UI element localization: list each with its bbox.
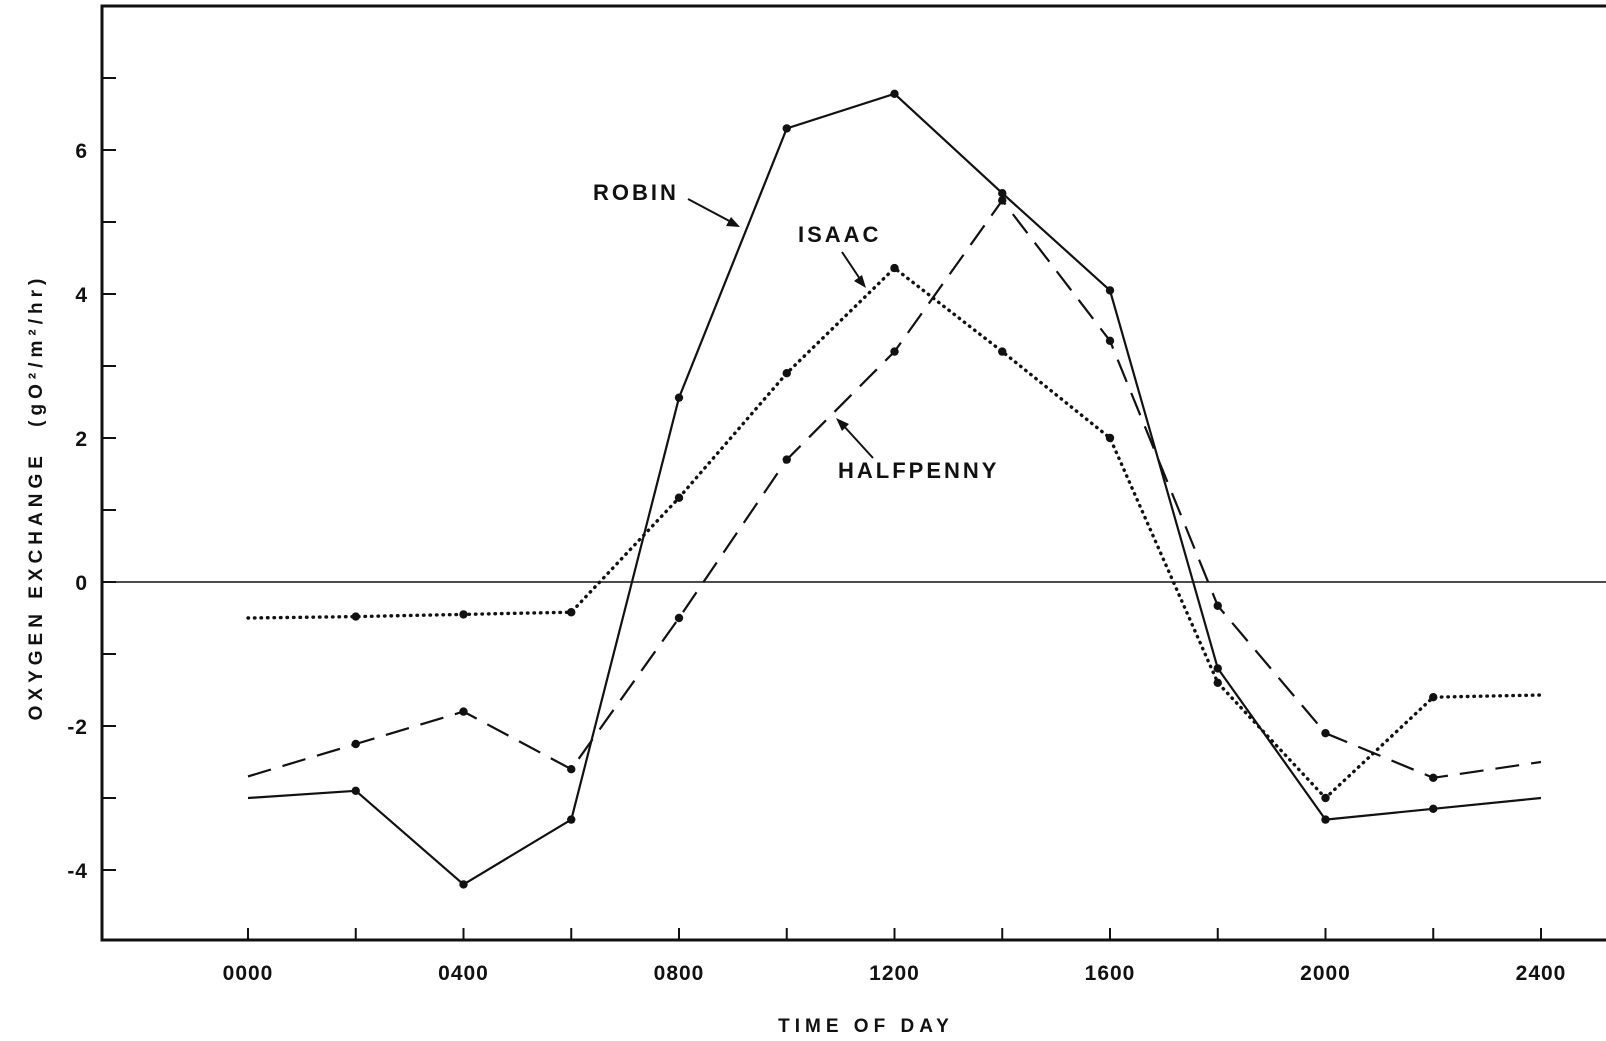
data-point [1105, 336, 1115, 345]
y-tick-label: 0 [75, 572, 88, 595]
series-label-robin: ROBIN [593, 180, 679, 205]
data-point [782, 124, 791, 133]
x-tick-label: 2000 [1300, 962, 1351, 985]
svg-text:OXYGEN EXCHANGE (gO²/m²/: OXYGEN EXCHANGE (gO²/m²/hr) [26, 274, 47, 721]
plot-frame [100, 4, 1606, 942]
y-tick-label: -2 [67, 716, 88, 739]
data-point [890, 263, 899, 273]
data-point [674, 613, 684, 623]
arrowhead-halfpenny [836, 418, 849, 431]
data-point [1105, 286, 1115, 295]
data-point [674, 493, 684, 502]
data-point [351, 612, 360, 621]
y-axis-title: OXYGEN EXCHANGE [26, 451, 47, 720]
arrow-robin [687, 198, 736, 225]
data-point [890, 89, 899, 99]
series-line-robin [247, 92, 1542, 886]
y-tick-label: 2 [75, 428, 88, 451]
data-point [890, 347, 899, 356]
y-axis-title-group: OXYGEN EXCHANGE (gO²/m²/hr) [26, 274, 47, 721]
plot-border [100, 4, 1606, 942]
x-axis-tick-labels: 0000 0400 0800 1200 1600 2000 2400 [223, 962, 1567, 985]
data-point [1213, 678, 1222, 687]
data-point [351, 739, 360, 749]
x-tick-label: 0400 [438, 962, 489, 985]
data-point [782, 455, 791, 464]
y-axis-units: (gO²/m²/hr) [26, 274, 47, 427]
y-tick-label: 4 [75, 284, 88, 307]
data-point [998, 189, 1007, 198]
data-point [567, 765, 576, 774]
x-axis-title: TIME OF DAY [778, 1016, 954, 1037]
series-isaac [246, 263, 1543, 803]
arrowhead-robin [726, 217, 740, 227]
data-point [1213, 601, 1222, 610]
data-point [1429, 693, 1438, 702]
series-layer [246, 89, 1543, 889]
series-halfpenny [247, 196, 1542, 783]
arrow-isaac [841, 251, 863, 283]
data-point [998, 196, 1007, 205]
data-point [674, 393, 684, 402]
x-axis-ticks [247, 928, 1542, 940]
series-label-halfpenny: HALFPENNY [838, 458, 999, 483]
data-point [1321, 793, 1330, 803]
x-tick-label: 0000 [223, 962, 274, 985]
series-label-isaac: ISAAC [798, 222, 881, 247]
data-point [459, 610, 468, 619]
data-point [998, 347, 1007, 356]
series-line-halfpenny [247, 199, 1542, 779]
y-axis-ticks [102, 77, 116, 871]
arrowhead-isaac [854, 275, 866, 288]
data-point [1429, 773, 1438, 783]
series-annotations: ROBIN ISAAC HALFPENNY [593, 180, 999, 483]
x-tick-label: 1200 [869, 962, 920, 985]
data-point [351, 786, 360, 795]
data-point [1213, 664, 1222, 673]
series-robin [247, 89, 1542, 889]
data-point [1321, 815, 1330, 824]
x-tick-label: 2400 [1516, 962, 1567, 985]
x-tick-label: 0800 [654, 962, 705, 985]
x-tick-label: 1600 [1085, 962, 1136, 985]
data-point [1321, 729, 1330, 738]
data-point [1429, 804, 1438, 813]
y-tick-label: 6 [75, 140, 88, 163]
data-point [567, 815, 576, 824]
data-point [567, 608, 576, 617]
y-axis-tick-labels: 6 4 2 0 -2 -4 [67, 140, 88, 883]
data-point [782, 369, 791, 378]
arrow-halfpenny [841, 423, 874, 459]
data-point [1105, 433, 1115, 443]
y-tick-label: -4 [67, 860, 88, 883]
data-point [459, 880, 468, 889]
data-point [459, 707, 468, 716]
